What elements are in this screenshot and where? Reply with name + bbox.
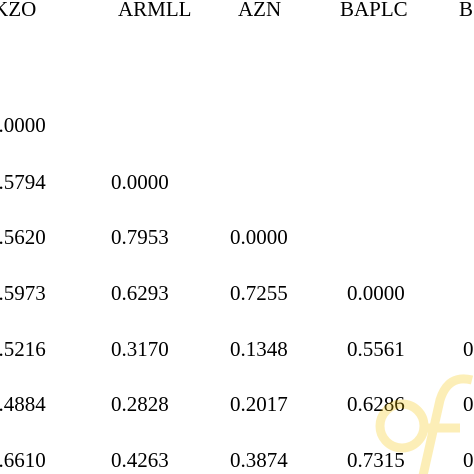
- table-cell: 0.0000: [111, 170, 169, 194]
- header-azn: AZN: [238, 0, 282, 21]
- table-cell: 0.0000: [230, 225, 288, 249]
- header-armll: ARMLL: [118, 0, 192, 21]
- table-cell: 0.2828: [111, 392, 169, 416]
- table-cell: 0.2017: [230, 392, 288, 416]
- table-cell: 0.4263: [111, 448, 169, 472]
- table-cell: 0.7315: [347, 448, 405, 472]
- header-baplc: BAPLC: [340, 0, 408, 21]
- table-cell: 0.4884: [0, 392, 46, 416]
- table-cell: 0.3874: [230, 448, 288, 472]
- table-cell: 0.0000: [347, 281, 405, 305]
- table-cell: 0: [463, 337, 474, 361]
- header-b: B: [459, 0, 474, 21]
- table-cell: 0.5561: [347, 337, 405, 361]
- table-cell: 0: [463, 448, 474, 472]
- table-cell: 0.5216: [0, 337, 46, 361]
- table-cell: 0.6286: [347, 392, 405, 416]
- table-cell: 0.5620: [0, 225, 46, 249]
- table-cell: 0.5973: [0, 281, 46, 305]
- table-cell: 0.5794: [0, 170, 46, 194]
- table-cell: 0.7953: [111, 225, 169, 249]
- table-cell: 0.6610: [0, 448, 46, 472]
- table-cell: 0: [463, 392, 474, 416]
- table-cell: 0.0000: [0, 113, 46, 137]
- table-cell: 0.1348: [230, 337, 288, 361]
- table-cell: 0.7255: [230, 281, 288, 305]
- header-akzo: AKZO: [0, 0, 37, 21]
- table-cell: 0.3170: [111, 337, 169, 361]
- table-cell: 0.6293: [111, 281, 169, 305]
